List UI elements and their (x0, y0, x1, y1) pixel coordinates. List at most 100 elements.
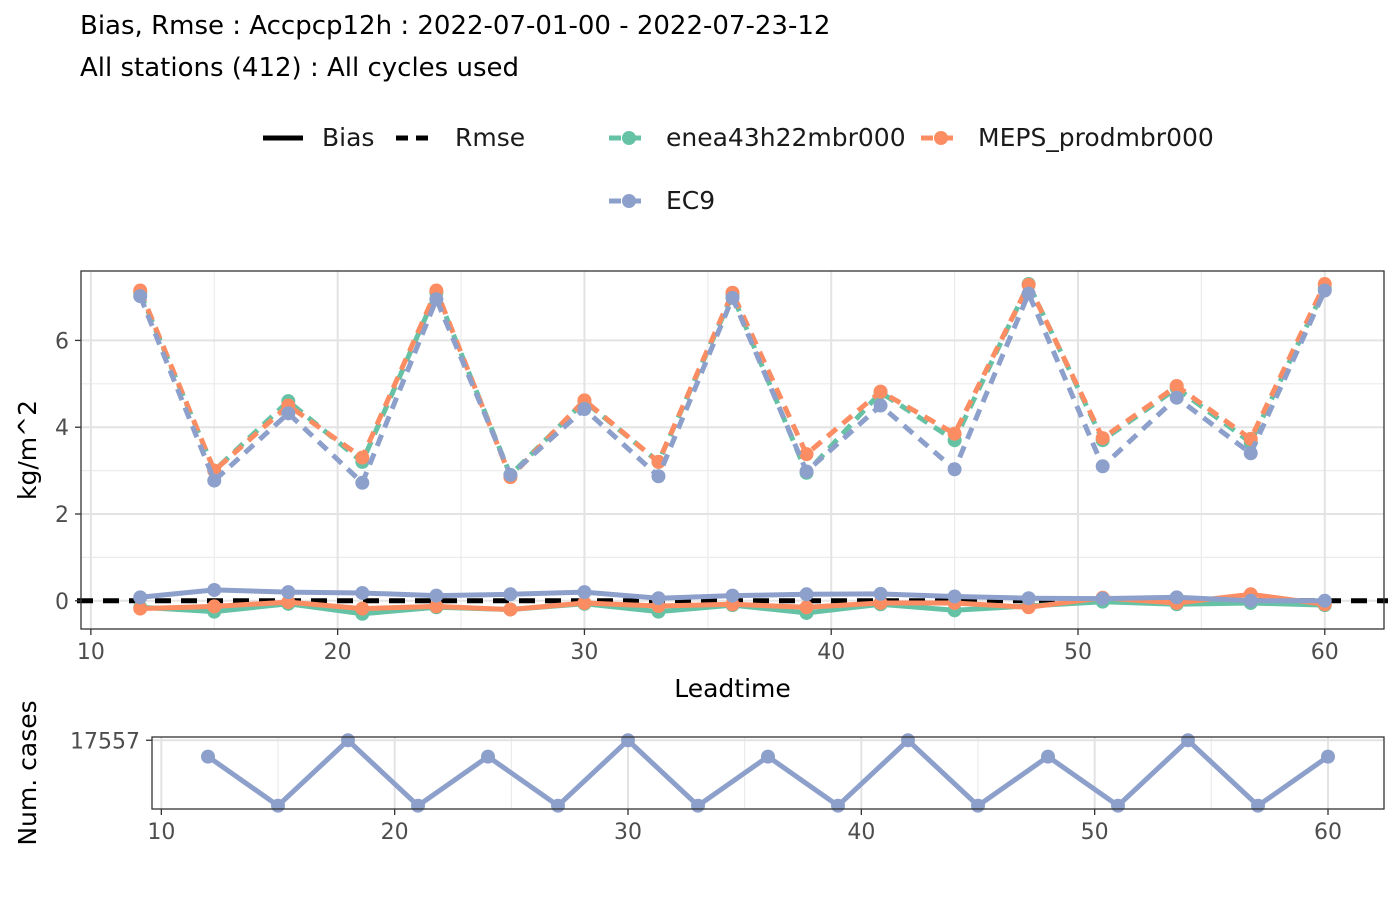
x-tick-label: 50 (1081, 820, 1109, 845)
x-tick-label: 60 (1311, 640, 1339, 665)
data-point-ec9-rmse (947, 462, 962, 477)
data-point-ec9 (691, 798, 705, 813)
data-point-ec9 (831, 798, 845, 813)
data-point-ec9-bias (1021, 591, 1036, 606)
chart-subtitle: All stations (412) : All cycles used (80, 53, 519, 83)
legend-label-bias: Bias (322, 123, 374, 152)
data-point-meps-prodmbr000-rmse (873, 384, 888, 399)
legend-key-ec9 (609, 194, 649, 208)
x-tick-label: 30 (614, 820, 642, 845)
data-point-ec9-bias (281, 585, 296, 600)
y-tick-label: 2 (55, 503, 69, 528)
legend-label-ec9: EC9 (666, 186, 715, 215)
legend-key-enea43h22mbr000 (609, 131, 649, 145)
data-point-ec9 (551, 798, 565, 813)
main-panel: 10 20 30 40 50 60 0 2 4 6 Leadtime kg/m^2 (13, 270, 1388, 703)
data-point-ec9-rmse (207, 473, 222, 488)
panel-border (151, 736, 1385, 810)
data-point-ec9 (621, 733, 635, 748)
data-point-ec9-rmse (1021, 286, 1036, 301)
x-tick-label: 20 (381, 820, 409, 845)
data-point-ec9-rmse (429, 292, 444, 307)
data-point-meps-prodmbr000-bias (133, 601, 148, 616)
data-point-ec9-bias (429, 588, 444, 603)
data-point-ec9-rmse (133, 289, 148, 304)
data-point-ec9-bias (503, 587, 518, 602)
data-point-ec9-rmse (873, 398, 888, 413)
data-point-ec9-rmse (1095, 459, 1110, 474)
data-point-ec9-bias (725, 588, 740, 603)
data-point-meps-prodmbr000-rmse (799, 447, 814, 462)
x-axis-title: Leadtime (674, 674, 791, 703)
x-tick-label: 40 (817, 640, 845, 665)
data-point-meps-prodmbr000-bias (577, 595, 592, 610)
data-point-ec9 (1041, 749, 1055, 764)
data-point-ec9-bias (651, 591, 666, 606)
data-point-ec9-rmse (799, 464, 814, 479)
data-point-ec9 (901, 733, 915, 748)
data-point-ec9-bias (1317, 593, 1332, 608)
data-point-ec9 (1251, 798, 1265, 813)
data-point-ec9-bias (947, 589, 962, 604)
data-point-ec9 (971, 798, 985, 813)
data-point-ec9 (271, 798, 285, 813)
cases-panel: 10 20 30 40 50 60 17557 Num. cases (13, 700, 1385, 846)
series-line-meps-prodmbr000-rmse (137, 282, 1328, 480)
data-point-ec9 (1181, 733, 1195, 748)
data-point-ec9-rmse (725, 290, 740, 305)
data-point-ec9 (411, 798, 425, 813)
y-tick-label: 6 (55, 329, 69, 354)
data-point-ec9-rmse (1169, 390, 1184, 405)
legend-key-meps-prodmbr000 (921, 131, 961, 145)
data-point-ec9 (481, 749, 495, 764)
data-point-meps-prodmbr000-bias (207, 599, 222, 614)
x-tick-label: 50 (1064, 640, 1092, 665)
data-point-meps-prodmbr000-rmse (947, 426, 962, 441)
data-point-ec9-bias (207, 582, 222, 597)
data-point-meps-prodmbr000-rmse (1169, 378, 1184, 393)
x-tick-label: 60 (1314, 820, 1342, 845)
data-point-ec9-bias (355, 585, 370, 600)
data-point-meps-prodmbr000-bias (281, 595, 296, 610)
data-point-ec9 (201, 749, 215, 764)
data-point-meps-prodmbr000-bias (355, 601, 370, 616)
data-point-ec9-bias (1169, 590, 1184, 605)
y-axis-title: Num. cases (13, 700, 42, 845)
data-point-ec9-rmse (651, 469, 666, 484)
y-tick-label: 0 (55, 590, 69, 615)
data-point-meps-prodmbr000-bias (503, 602, 518, 617)
data-point-ec9 (1111, 798, 1125, 813)
data-point-ec9-bias (873, 586, 888, 601)
data-point-ec9 (761, 749, 775, 764)
data-point-ec9-rmse (281, 406, 296, 421)
legend-label-meps-prodmbr000: MEPS_prodmbr000 (978, 123, 1214, 152)
data-point-ec9-bias (1243, 593, 1258, 608)
x-tick-label: 20 (324, 640, 352, 665)
data-point-meps-prodmbr000-rmse (651, 454, 666, 469)
y-tick-label: 17557 (70, 729, 140, 754)
legend: Bias Rmse enea43h22mbr000 MEPS_prodmbr00… (263, 123, 1214, 215)
data-point-ec9-bias (577, 585, 592, 600)
data-point-meps-prodmbr000-rmse (1095, 431, 1110, 446)
x-tick-label: 10 (147, 820, 175, 845)
legend-label-rmse: Rmse (455, 123, 525, 152)
chart-title: Bias, Rmse : Accpcp12h : 2022-07-01-00 -… (80, 11, 830, 41)
y-tick-label: 4 (55, 416, 69, 441)
data-point-ec9 (1321, 749, 1335, 764)
x-tick-label: 40 (847, 820, 875, 845)
data-point-meps-prodmbr000-bias (799, 600, 814, 615)
data-point-ec9-rmse (1243, 446, 1258, 461)
x-tick-label: 10 (77, 640, 105, 665)
data-point-ec9-rmse (355, 475, 370, 490)
legend-label-enea43h22mbr000: enea43h22mbr000 (666, 123, 906, 152)
x-tick-label: 30 (570, 640, 598, 665)
data-point-ec9 (341, 733, 355, 748)
data-point-meps-prodmbr000-bias (429, 599, 444, 614)
data-point-ec9-bias (1095, 591, 1110, 606)
data-point-ec9-rmse (503, 467, 518, 482)
data-point-meps-prodmbr000-rmse (355, 450, 370, 465)
data-point-ec9-rmse (577, 401, 592, 416)
data-point-ec9-bias (799, 587, 814, 602)
y-axis-title: kg/m^2 (13, 400, 42, 500)
